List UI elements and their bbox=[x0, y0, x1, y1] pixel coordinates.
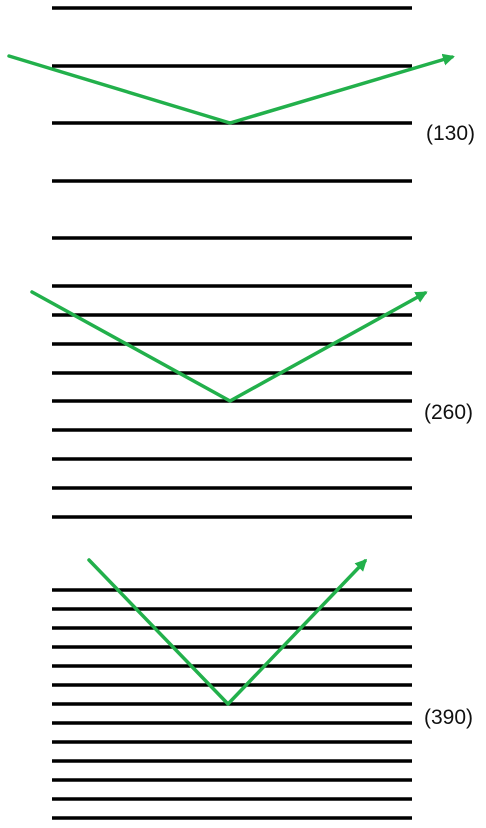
panel-260: (260) bbox=[30, 284, 473, 519]
panel-130: (130) bbox=[7, 6, 475, 240]
panel-390: (390) bbox=[52, 558, 473, 820]
plane-label-390: (390) bbox=[424, 706, 473, 729]
plane-label-260: (260) bbox=[424, 401, 473, 424]
plane-label-130: (130) bbox=[426, 122, 475, 145]
lattice-planes-260 bbox=[52, 284, 412, 519]
lattice-planes-390 bbox=[52, 588, 412, 820]
incident-reflected-beam bbox=[7, 53, 455, 125]
incident-reflected-beam bbox=[87, 558, 368, 706]
incident-reflected-beam bbox=[30, 290, 428, 403]
